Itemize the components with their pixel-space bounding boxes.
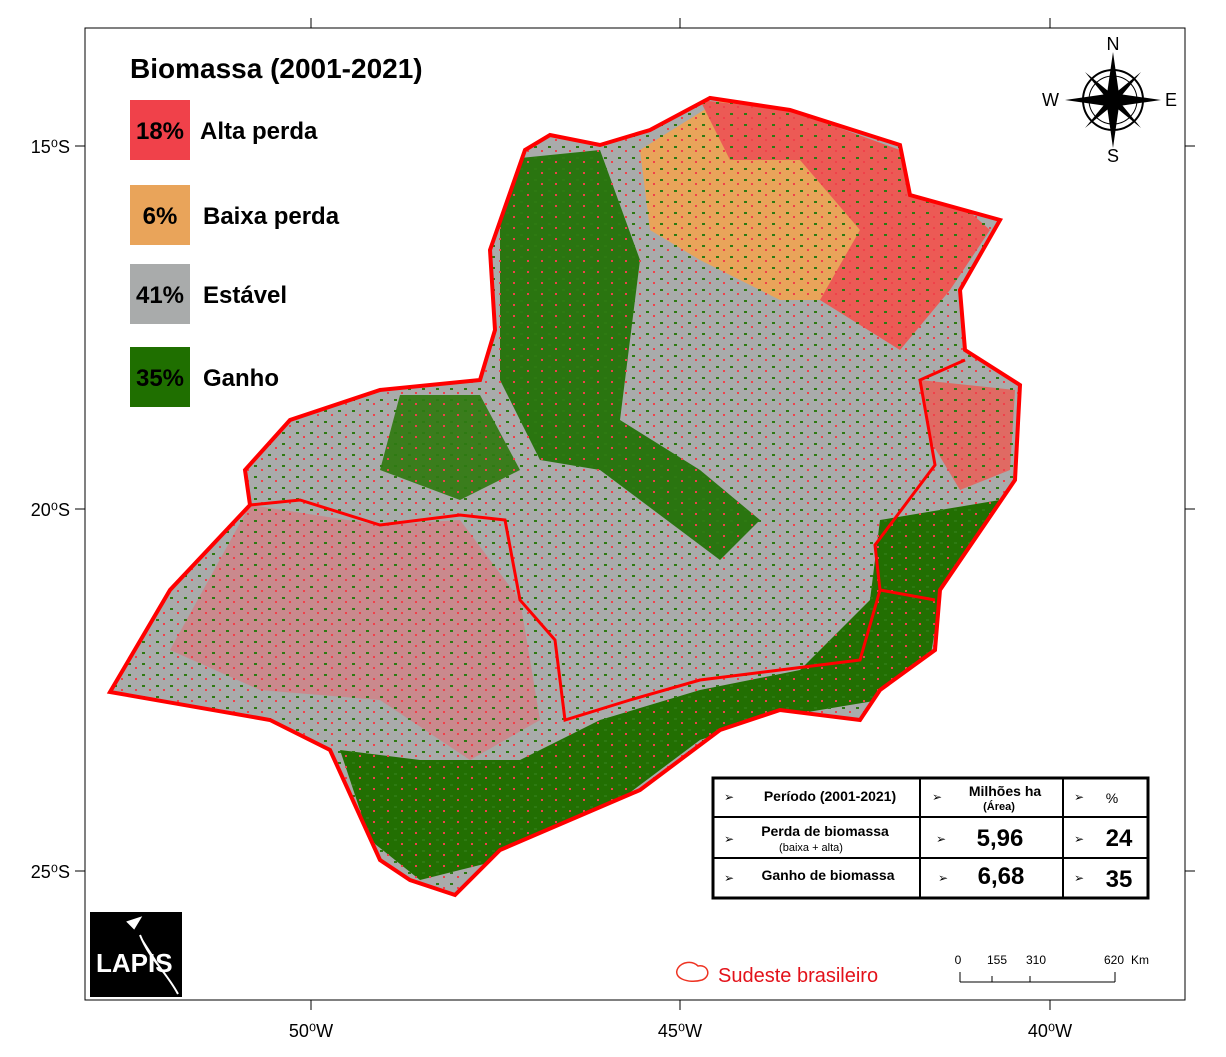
lat-labels: 15⁰S 20⁰S 25⁰S [31,137,70,882]
lat-label: 15⁰S [31,137,70,157]
row-percent: 35 [1106,866,1133,893]
lon-labels: 50⁰W 45⁰W 40⁰W [289,1021,1072,1041]
logo: LAPIS [90,912,182,997]
legend-swatch [130,185,190,245]
scale-bar: 0 155 310 620 Km [955,953,1149,983]
legend-percent: 6% [143,203,178,230]
compass-w: W [1042,90,1059,110]
lon-label: 40⁰W [1028,1021,1072,1041]
legend-swatch [130,100,190,160]
svg-text:➢: ➢ [1074,832,1084,846]
graticule-ticks [75,18,1195,1010]
svg-text:➢: ➢ [724,790,734,804]
legend-percent: 18% [136,118,184,145]
svg-text:➢: ➢ [1074,871,1084,885]
svg-text:➢: ➢ [724,832,734,846]
legend-percent: 35% [136,365,184,392]
scale-tick: 0 [955,953,962,967]
logo-text: LAPIS [96,948,173,978]
compass-n: N [1107,34,1120,54]
row-name: Perda de biomassa [761,823,889,839]
lon-label: 45⁰W [658,1021,702,1041]
row-name: Ganho de biomassa [761,867,894,883]
legend-label: Alta perda [200,118,318,145]
table-header: Período (2001-2021) [764,788,896,804]
legend-percent: 41% [136,282,184,309]
svg-text:➢: ➢ [936,832,946,846]
scale-tick: 310 [1026,953,1046,967]
compass-s: S [1107,146,1119,166]
svg-text:➢: ➢ [1074,790,1084,804]
row-area: 5,96 [977,825,1024,852]
lat-label: 20⁰S [31,500,70,520]
svg-text:➢: ➢ [938,871,948,885]
legend-title: Biomassa (2001-2021) [130,53,423,84]
row-note: (baixa + alta) [779,842,843,854]
summary-table: ➢ ➢ ➢ ➢ ➢ ➢ ➢ ➢ ➢ Período (2001-2021) Milhões … [711,776,1150,900]
legend-swatch [130,264,190,324]
compass-e: E [1165,90,1177,110]
row-percent: 24 [1106,825,1133,852]
lon-label: 50⁰W [289,1021,333,1041]
region-outline [106,95,1023,898]
svg-text:➢: ➢ [932,790,942,804]
table-header: % [1106,790,1118,806]
state-borders [249,358,966,722]
legend-label: Baixa perda [203,203,340,230]
scale-unit: Km [1131,953,1149,967]
legend: 18% Alta perda 6% Baixa perda 41% Estável 35% G… [130,100,340,407]
legend-label: Ganho [203,365,279,392]
scale-tick: 155 [987,953,1007,967]
table-header: Milhões ha [969,783,1042,799]
row-area: 6,68 [978,863,1025,890]
legend-swatch [130,347,190,407]
region-legend-icon [675,961,709,982]
legend-label: Estável [203,282,287,309]
table-header-note: (Área) [983,800,1015,813]
lat-label: 25⁰S [31,862,70,882]
compass: N S E W [1042,34,1177,166]
scale-tick: 620 [1104,953,1124,967]
region-legend: Sudeste brasileiro [718,965,878,987]
svg-text:➢: ➢ [724,871,734,885]
